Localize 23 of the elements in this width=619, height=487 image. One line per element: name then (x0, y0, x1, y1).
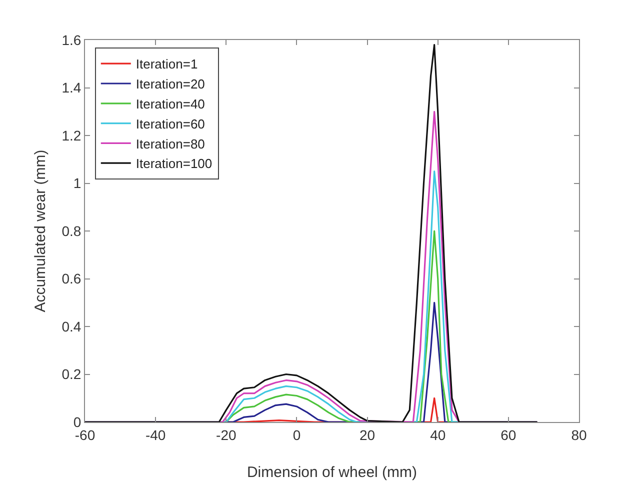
x-tick-label: -20 (216, 426, 236, 443)
y-tick-label: 1.4 (62, 80, 82, 96)
x-tick-label: 40 (430, 426, 446, 443)
y-tick-label: 1.6 (62, 32, 82, 48)
x-tick-label: 0 (292, 426, 301, 443)
y-tick-label: 0.4 (62, 318, 82, 334)
x-tick-label: 20 (360, 426, 376, 443)
x-tick-label: -40 (145, 426, 166, 443)
legend-label: Iteration=60 (136, 116, 205, 132)
y-tick-label: 1.2 (62, 127, 82, 144)
legend-label: Iteration=80 (136, 136, 205, 152)
y-axis-title: Accumulated wear (mm) (32, 150, 49, 312)
legend-label: Iteration=1 (136, 56, 198, 72)
x-tick-label: 80 (571, 426, 587, 443)
legend-label: Iteration=20 (136, 76, 205, 92)
x-axis-title: Dimension of wheel (mm) (246, 464, 418, 481)
y-tick-label: 0.6 (62, 270, 82, 287)
x-tick-label: 60 (500, 426, 516, 443)
legend-label: Iteration=100 (136, 156, 212, 172)
y-tick-label: 1 (73, 175, 82, 192)
y-tick-label: 0.2 (62, 366, 82, 382)
legend-label: Iteration=40 (136, 96, 205, 112)
y-tick-label: 0.8 (62, 222, 82, 239)
